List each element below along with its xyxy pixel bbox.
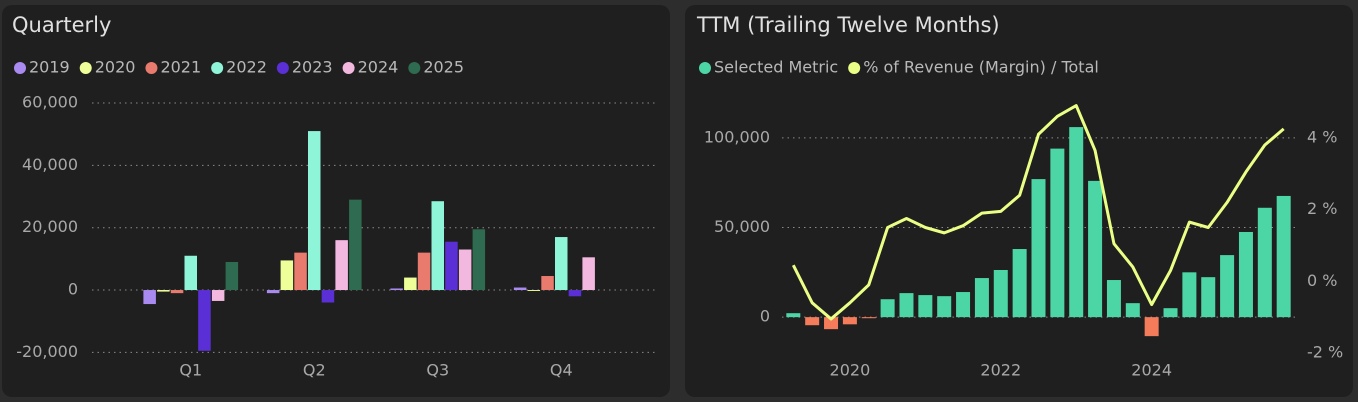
legend-marker — [699, 62, 711, 74]
bar — [805, 317, 820, 326]
bar — [198, 290, 211, 351]
legend-marker — [211, 62, 224, 74]
bar — [157, 290, 170, 292]
bar — [431, 201, 444, 291]
bar — [458, 249, 472, 291]
legend-marker — [408, 62, 421, 74]
legend-label: % of Revenue (Margin) / Total — [863, 58, 1099, 77]
legend-marker — [145, 62, 158, 74]
y-tick-label: 100,000 — [704, 127, 770, 146]
x-tick-label: Q4 — [550, 361, 573, 380]
bar — [824, 317, 839, 330]
legend-marker — [342, 62, 355, 74]
chart-title: TTM (Trailing Twelve Months) — [696, 13, 1000, 37]
y-tick-label: 40,000 — [22, 155, 78, 174]
chart-title: Quarterly — [12, 13, 111, 37]
bar — [390, 288, 403, 291]
bar — [308, 131, 321, 291]
bar — [1276, 195, 1291, 318]
bar — [568, 290, 582, 297]
y-tick-label: 0 % — [1307, 271, 1337, 290]
x-tick-label: Q2 — [303, 361, 326, 380]
bar — [842, 317, 857, 325]
bar — [786, 313, 801, 318]
bar — [899, 293, 914, 318]
bar — [974, 278, 989, 318]
legend-label: 2019 — [29, 58, 70, 77]
bar — [1182, 272, 1197, 318]
legend-label: 2020 — [95, 58, 136, 77]
bar — [280, 260, 294, 291]
bar — [143, 290, 156, 305]
bar — [184, 255, 197, 291]
bar — [880, 299, 895, 318]
bar — [170, 290, 184, 294]
bar — [266, 290, 280, 294]
bar — [956, 292, 971, 318]
bar — [1238, 231, 1253, 318]
legend-label: 2024 — [358, 58, 399, 77]
y-tick-label: 0 — [760, 307, 770, 326]
legend-label: 2021 — [160, 58, 201, 77]
bar — [513, 287, 527, 291]
bar — [335, 240, 348, 291]
bar — [861, 317, 876, 319]
bar — [582, 257, 595, 291]
bar — [321, 290, 335, 303]
legend-label: 2023 — [292, 58, 333, 77]
legend-marker — [848, 62, 861, 74]
bar — [541, 276, 554, 291]
bar — [1144, 317, 1159, 337]
bar — [993, 269, 1008, 318]
y-tick-label: 50,000 — [714, 217, 770, 236]
bar — [1050, 148, 1065, 318]
legend-marker — [14, 62, 26, 74]
y-tick-label: 2 % — [1307, 199, 1337, 218]
bar — [349, 199, 362, 291]
y-tick-label: 60,000 — [22, 93, 78, 112]
bar — [225, 261, 239, 291]
x-tick-label: Q3 — [426, 361, 449, 380]
bar — [1106, 280, 1121, 318]
bar — [211, 290, 225, 301]
line — [791, 104, 1285, 321]
x-tick-label: 2024 — [1131, 361, 1172, 380]
y-tick-label: -2 % — [1307, 343, 1343, 362]
x-tick-label: Q1 — [179, 361, 202, 380]
bar — [1031, 179, 1046, 318]
bar — [417, 252, 431, 291]
y-tick-label: 20,000 — [22, 217, 78, 236]
legend-label: Selected Metric — [714, 58, 838, 77]
legend-label: 2025 — [423, 58, 464, 77]
y-tick-label: 0 — [68, 280, 78, 299]
bar — [1088, 180, 1103, 318]
bar — [937, 296, 952, 318]
x-tick-label: 2022 — [980, 361, 1021, 380]
bar — [1012, 249, 1027, 318]
bar — [1201, 277, 1216, 318]
bar — [1257, 207, 1272, 318]
bar — [445, 241, 458, 291]
bar — [555, 237, 568, 291]
bar — [404, 277, 417, 291]
bar — [1220, 255, 1235, 318]
x-tick-label: 2020 — [830, 361, 871, 380]
bar — [1163, 308, 1178, 318]
y-tick-label: 4 % — [1307, 127, 1337, 146]
bar — [527, 290, 541, 291]
legend-marker — [276, 62, 289, 74]
bar — [918, 295, 933, 318]
legend-marker — [79, 62, 92, 74]
bar — [472, 229, 486, 291]
y-tick-label: -20,000 — [16, 342, 78, 361]
bar — [294, 252, 307, 291]
legend-label: 2022 — [226, 58, 267, 77]
bar — [1125, 303, 1140, 318]
bar — [1069, 127, 1084, 318]
